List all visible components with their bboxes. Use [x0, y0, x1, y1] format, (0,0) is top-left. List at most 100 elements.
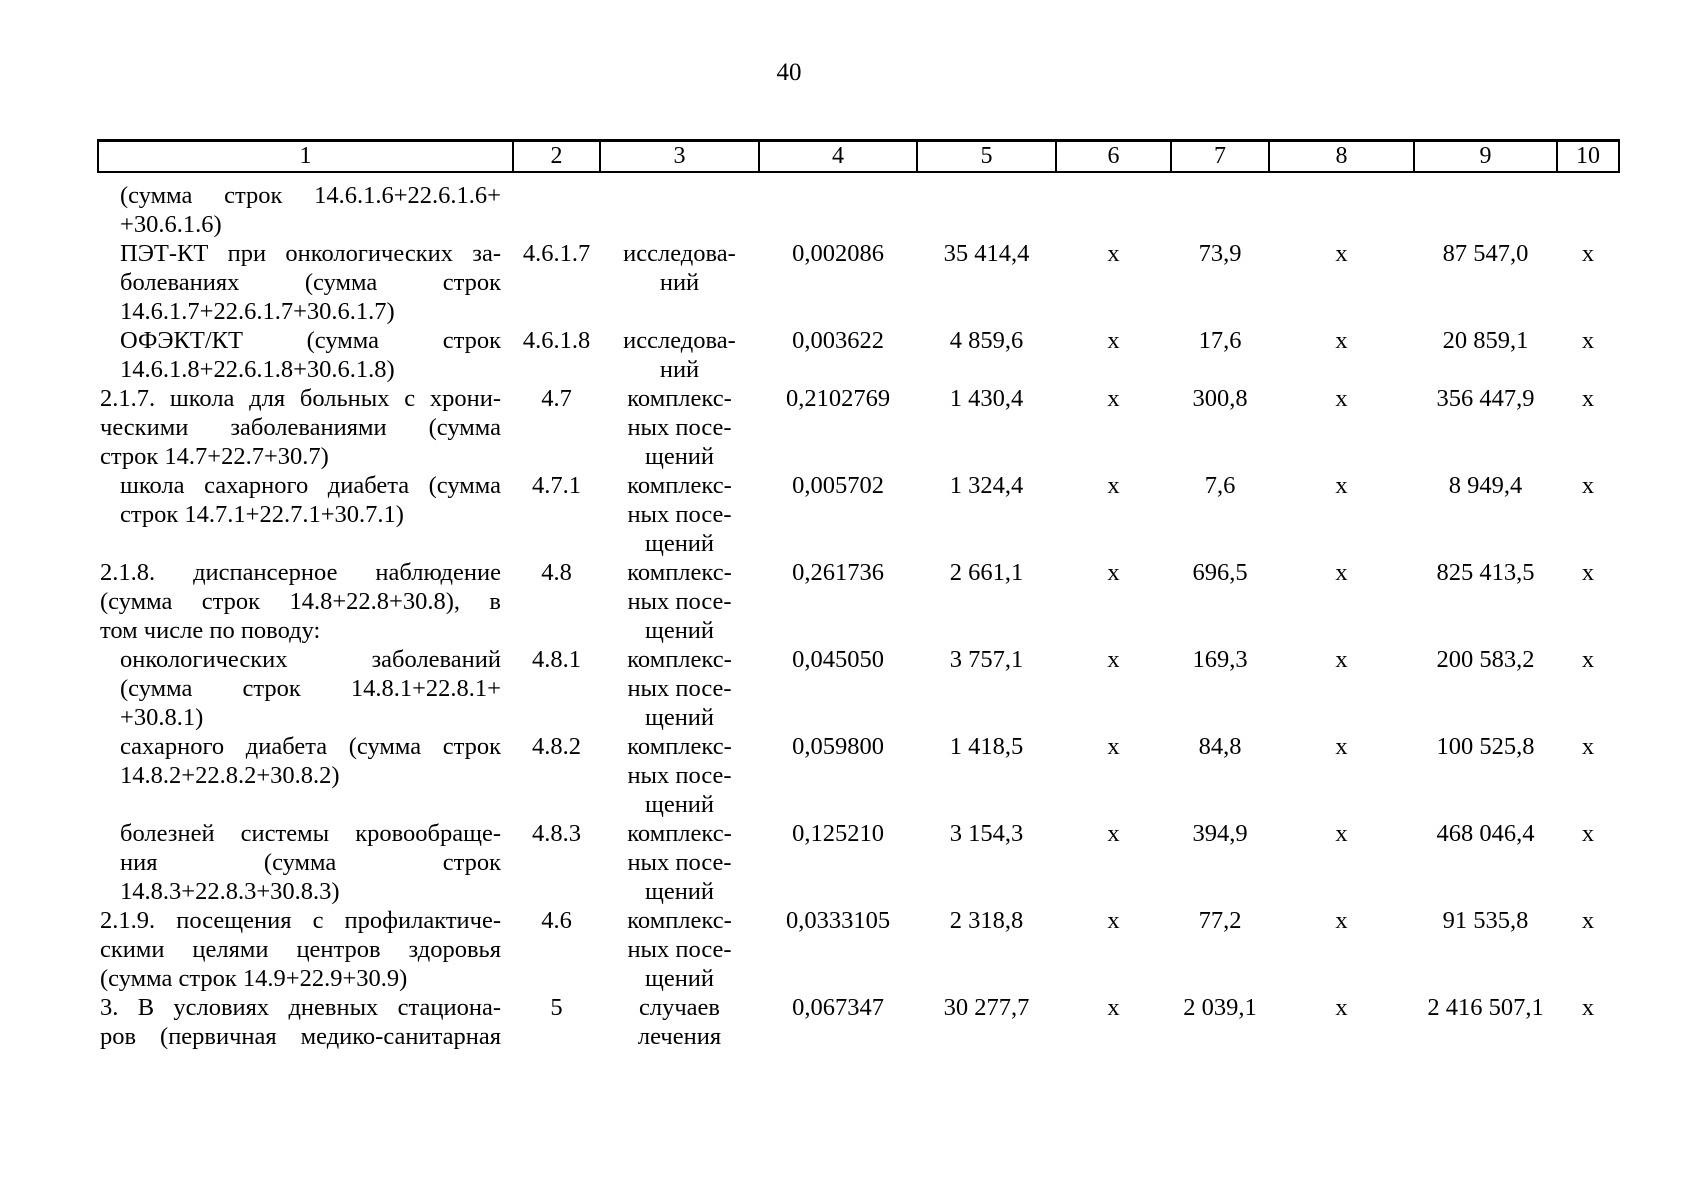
- service-name-line: 2.1.9. посещения с профилактиче-: [100, 907, 501, 934]
- table-row: онкологических заболеваний (сумма строк 1…: [98, 645, 1619, 732]
- table-row: (сумма строк 14.6.1.6+22.6.1.6+ +30.6.1.6…: [98, 172, 1619, 239]
- row-number-cell: 4.7.1: [532, 472, 581, 499]
- unit-line: ний: [659, 269, 700, 296]
- value-cell-col10: х: [1581, 820, 1595, 847]
- unit-cell: комплекс-ных посе-щений: [600, 906, 759, 993]
- value-cell-col9: 356 447,9: [1436, 385, 1535, 412]
- table-header: 1 2 3 4 5 6 7 8 9 10: [97, 139, 1620, 173]
- header-cell-col5: 5: [916, 139, 1057, 173]
- page-number: 40: [776, 59, 802, 86]
- value-cell-col7: 73,9: [1198, 240, 1242, 267]
- unit-cell: комплекс-ных посе-щений: [600, 384, 759, 471]
- service-name-line: (сумма строк 14.9+22.9+30.9): [100, 965, 408, 992]
- unit-line: комплекс-: [627, 385, 732, 412]
- value-cell-col8: х: [1335, 240, 1348, 267]
- service-name-cell: ОФЭКТ/КТ (сумма строк 14.6.1.8+22.6.1.8+3…: [98, 326, 513, 384]
- value-cell-col6: [1056, 172, 1171, 239]
- value-cell-col4: 0,0333105: [785, 907, 891, 934]
- value-cell-col8: х: [1335, 385, 1348, 412]
- service-name-line: +30.8.1): [120, 704, 204, 731]
- table-row: ОФЭКТ/КТ (сумма строк 14.6.1.8+22.6.1.8+3…: [98, 326, 1619, 384]
- value-cell-col7: 394,9: [1192, 820, 1248, 847]
- value-cell-col5: 30 277,7: [943, 994, 1030, 1021]
- service-name-line: 3. В условиях дневных стациона-: [100, 994, 501, 1021]
- value-cell-col5: 35 414,4: [943, 240, 1030, 267]
- value-cell-col7: 2 039,1: [1183, 994, 1257, 1021]
- service-name-cell: 2.1.8. диспансерное наблюдение (сумма стр…: [98, 558, 513, 645]
- value-cell-col7: 696,5: [1192, 559, 1248, 586]
- service-name-line: 14.8.3+22.8.3+30.8.3): [120, 878, 340, 905]
- value-cell-col10: х: [1581, 907, 1595, 934]
- header-cell-col3: 3: [599, 139, 760, 173]
- value-cell-col10: х: [1581, 327, 1595, 354]
- service-name-cell: школа сахарного диабета (сумма строк 14.7…: [98, 471, 513, 558]
- value-cell-col9: 87 547,0: [1442, 240, 1529, 267]
- value-cell-col6: х: [1107, 385, 1120, 412]
- value-cell-col4: 0,125210: [792, 820, 884, 847]
- value-cell-col9: 20 859,1: [1442, 327, 1529, 354]
- value-cell-col6: х: [1107, 327, 1120, 354]
- service-name-cell: сахарного диабета (сумма строк 14.8.2+22.…: [98, 732, 513, 819]
- value-cell-col4: 0,261736: [792, 559, 884, 586]
- table-row: сахарного диабета (сумма строк 14.8.2+22.…: [98, 732, 1619, 819]
- unit-line: ний: [659, 356, 700, 383]
- unit-cell: исследова-ний: [600, 239, 759, 326]
- unit-line: щений: [644, 878, 715, 905]
- service-name-line: болеваниях (сумма строк: [120, 269, 501, 296]
- unit-line: ных посе-: [627, 675, 732, 702]
- service-name-line: 14.6.1.8+22.6.1.8+30.6.1.8): [120, 356, 395, 383]
- table-row: 3. В условиях дневных стациона-ров (перв…: [98, 993, 1619, 1051]
- service-name-line: (сумма строк 14.6.1.6+22.6.1.6+: [120, 182, 501, 209]
- value-cell-col5: 1 430,4: [949, 385, 1024, 412]
- value-cell-col9: 91 535,8: [1442, 907, 1529, 934]
- service-name-line: (сумма строк 14.8.1+22.8.1+: [120, 675, 501, 702]
- value-cell-col7: 169,3: [1192, 646, 1248, 673]
- service-name-cell: болезней системы кровообраще-ния (сумма …: [98, 819, 513, 906]
- header-cell-col10: 10: [1556, 139, 1620, 173]
- unit-line: ных посе-: [627, 501, 732, 528]
- row-number-cell: 5: [550, 994, 563, 1021]
- unit-line: щений: [644, 965, 715, 992]
- service-name-line: ров (первичная медико-санитарная: [100, 1023, 501, 1050]
- service-name-paragraph: 3. В условиях дневных стациона-ров (перв…: [100, 993, 501, 1051]
- header-cell-col2: 2: [512, 139, 601, 173]
- service-name-paragraph: сахарного диабета (сумма строк 14.8.2+22.…: [100, 732, 501, 790]
- unit-line: комплекс-: [627, 472, 732, 499]
- value-cell-col8: [1269, 172, 1414, 239]
- table-row: болезней системы кровообраще-ния (сумма …: [98, 819, 1619, 906]
- value-cell-col6: х: [1107, 472, 1120, 499]
- unit-cell: комплекс-ных посе-щений: [600, 819, 759, 906]
- value-cell-col4: 0,005702: [792, 472, 884, 499]
- service-name-line: школа сахарного диабета (сумма: [120, 472, 501, 499]
- value-cell-col6: х: [1107, 907, 1120, 934]
- value-cell-col6: х: [1107, 733, 1120, 760]
- value-cell-col10: х: [1581, 559, 1595, 586]
- service-name-line: 14.8.2+22.8.2+30.8.2): [120, 762, 340, 789]
- service-name-line: (сумма строк 14.8+22.8+30.8), в: [100, 588, 501, 615]
- unit-line: комплекс-: [627, 820, 732, 847]
- value-cell-col9: 2 416 507,1: [1427, 994, 1544, 1021]
- service-name-line: сахарного диабета (сумма строк: [120, 733, 501, 760]
- unit-cell: комплекс-ных посе-щений: [600, 558, 759, 645]
- value-cell-col4: 0,003622: [792, 327, 884, 354]
- unit-cell: исследова-ний: [600, 326, 759, 384]
- table-row: ПЭТ-КТ при онкологических за-болеваниях …: [98, 239, 1619, 326]
- service-name-cell: (сумма строк 14.6.1.6+22.6.1.6+ +30.6.1.6…: [98, 172, 513, 239]
- service-name-line: 2.1.8. диспансерное наблюдение: [100, 559, 501, 586]
- value-cell-col5: 3 757,1: [949, 646, 1024, 673]
- unit-line: исследова-: [623, 327, 736, 354]
- service-name-paragraph: (сумма строк 14.6.1.6+22.6.1.6+ +30.6.1.6…: [100, 181, 501, 239]
- value-cell-col9: [1414, 172, 1557, 239]
- service-name-line: строк 14.7.1+22.7.1+30.7.1): [120, 501, 404, 528]
- value-cell-col7: 17,6: [1198, 327, 1242, 354]
- value-cell-col6: х: [1107, 820, 1120, 847]
- unit-cell: [600, 172, 759, 239]
- service-name-line: +30.6.1.6): [120, 211, 222, 238]
- value-cell-col5: 1 418,5: [949, 733, 1024, 760]
- unit-cell: комплекс-ных посе-щений: [600, 645, 759, 732]
- value-cell-col8: х: [1335, 646, 1348, 673]
- value-cell-col10: х: [1581, 472, 1595, 499]
- row-number-cell: 4.6.1.8: [522, 327, 591, 354]
- service-name-cell: онкологических заболеваний (сумма строк 1…: [98, 645, 513, 732]
- value-cell-col10: х: [1581, 994, 1595, 1021]
